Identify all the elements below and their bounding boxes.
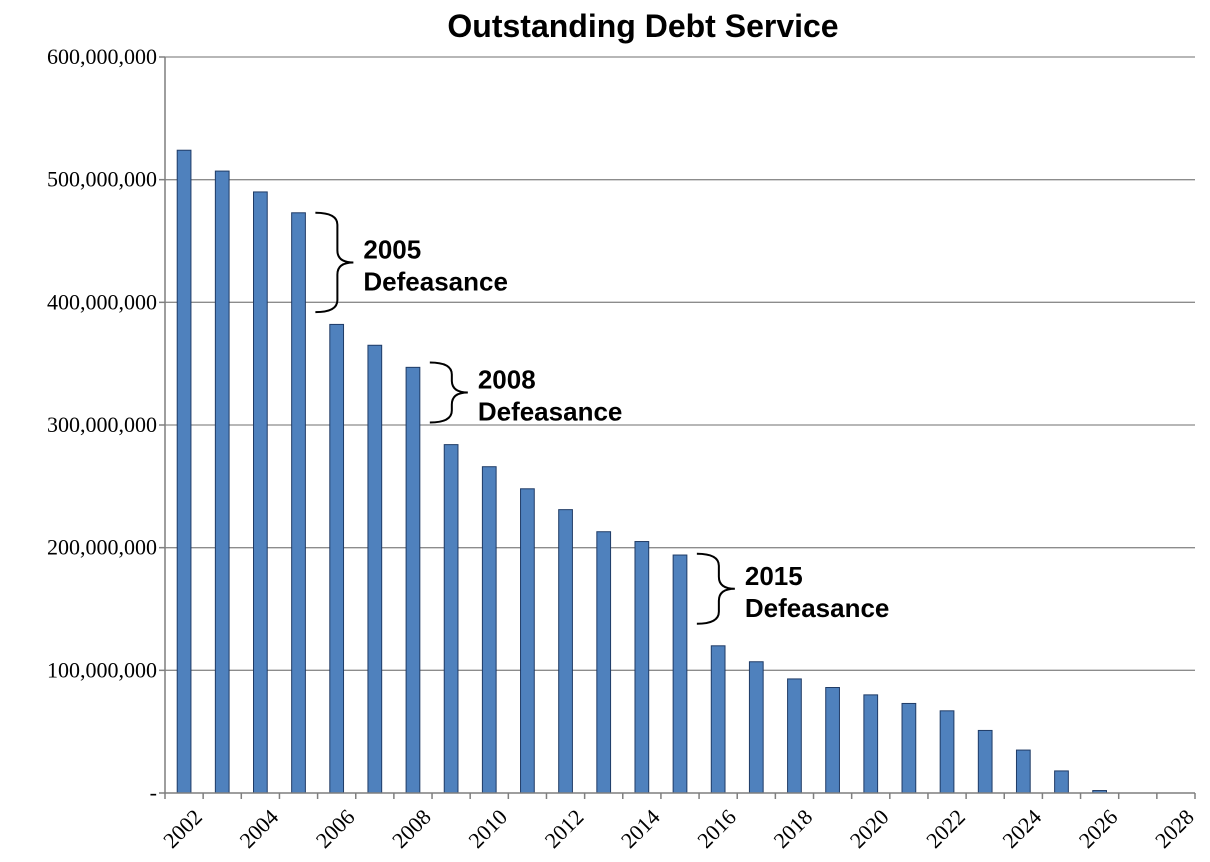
bar-2004 xyxy=(253,191,268,794)
bar-2003 xyxy=(214,170,230,794)
bar-2008 xyxy=(405,366,421,794)
x-tick-label: 2018 xyxy=(769,804,818,853)
annotation-label-line2: Defeasance xyxy=(363,266,508,296)
y-tick-label: 200,000,000 xyxy=(47,535,157,560)
x-tick-label: 2028 xyxy=(1150,804,1199,853)
x-tick-label: 2010 xyxy=(463,804,512,853)
bar-2015 xyxy=(672,554,688,794)
bar-2020 xyxy=(863,694,879,794)
y-tick-label: 600,000,000 xyxy=(47,44,157,69)
bar-2012 xyxy=(558,509,573,794)
x-axis-tick-labels: 2002 2004 2006 2008 2010 2012 2014 2016 2018 2020… xyxy=(158,804,1199,853)
y-tick-label: 100,000,000 xyxy=(47,657,157,682)
bar-2010 xyxy=(481,466,497,794)
bar-2006 xyxy=(329,323,345,794)
bar-2013 xyxy=(596,531,612,794)
x-tick-label: 2008 xyxy=(387,804,436,853)
x-tick-label: 2026 xyxy=(1074,804,1123,853)
annotation-label-line1: 2005 xyxy=(363,234,421,264)
x-tick-label: 2012 xyxy=(540,804,589,853)
bars xyxy=(176,149,1107,794)
annotation-brace xyxy=(429,361,468,424)
bar-2014 xyxy=(634,541,650,794)
annotations: 2005Defeasance2008Defeasance2015Defeasan… xyxy=(315,211,890,625)
bar-2025 xyxy=(1054,770,1069,794)
y-tick-label: 400,000,000 xyxy=(47,289,157,314)
axes xyxy=(164,57,1196,799)
annotation-brace xyxy=(696,552,735,625)
y-tick-label: - xyxy=(150,780,157,805)
bar-2018 xyxy=(787,678,802,794)
chart-title: Outstanding Debt Service xyxy=(447,8,838,44)
y-tick-label: 500,000,000 xyxy=(47,167,157,192)
annotation-label-line2: Defeasance xyxy=(745,593,890,623)
y-tick-label: 300,000,000 xyxy=(47,412,157,437)
bar-2023 xyxy=(977,729,993,794)
annotation-brace xyxy=(315,211,354,314)
x-tick-label: 2022 xyxy=(921,804,970,853)
bar-2009 xyxy=(443,444,459,794)
bar-2007 xyxy=(367,344,383,794)
bar-2002 xyxy=(176,149,192,794)
x-tick-label: 2006 xyxy=(311,804,360,853)
bar-2021 xyxy=(901,702,917,794)
x-tick-label: 2014 xyxy=(616,804,665,853)
x-tick-label: 2024 xyxy=(997,804,1046,853)
bar-2017 xyxy=(748,661,764,794)
x-tick-label: 2002 xyxy=(158,804,207,853)
annotation-label-line1: 2008 xyxy=(478,364,536,394)
bar-2005 xyxy=(291,212,306,794)
bar-2019 xyxy=(825,687,840,794)
x-tick-label: 2004 xyxy=(234,804,283,853)
annotation-label-line1: 2015 xyxy=(745,561,803,591)
bar-2016 xyxy=(710,645,726,794)
bar-2022 xyxy=(939,710,955,794)
x-tick-label: 2016 xyxy=(692,804,741,853)
x-tick-label: 2020 xyxy=(845,804,894,853)
bar-2024 xyxy=(1015,749,1031,794)
y-axis-tick-labels: - 100,000,000 200,000,000 300,000,000 400,00… xyxy=(47,44,157,805)
annotation-label-line2: Defeasance xyxy=(478,396,623,426)
bar-2011 xyxy=(520,488,535,794)
